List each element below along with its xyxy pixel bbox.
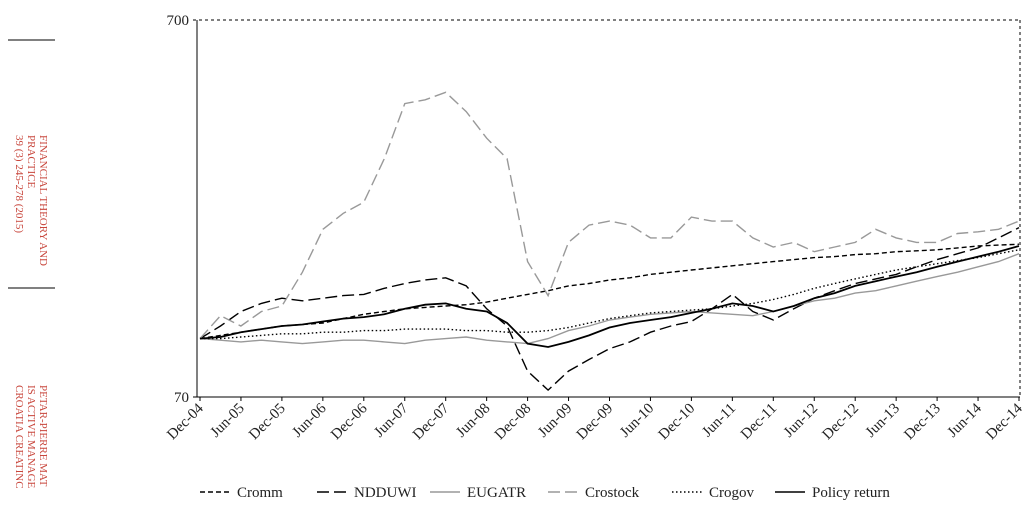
- y-tick-label: 700: [167, 13, 190, 29]
- legend-label: NDDUWI: [354, 485, 416, 501]
- x-tick-label: Dec-07: [410, 400, 453, 443]
- x-tick-label: Jun-06: [289, 400, 330, 441]
- legend-label: Policy return: [812, 485, 890, 501]
- x-tick-label: Dec-08: [492, 401, 535, 444]
- x-tick-group: Jun-05: [208, 401, 248, 441]
- x-tick-label: Jun-13: [863, 401, 903, 441]
- x-tick-label: Dec-11: [738, 401, 780, 443]
- line-series: [199, 226, 1020, 392]
- legend-label: Cromm: [237, 485, 283, 501]
- x-tick-group: Dec-09: [574, 401, 617, 444]
- margin-text: FINANCIAL THEORY AND: [37, 135, 49, 266]
- margin-text: PRACTICE: [25, 135, 37, 188]
- margin-text: CROATIA CREATINC: [13, 385, 25, 489]
- line-series: [200, 249, 1020, 340]
- legend-label: EUGATR: [467, 485, 526, 501]
- x-tick-group: Jun-14: [945, 400, 986, 441]
- x-tick-group: Jun-08: [453, 401, 493, 441]
- line-series: [199, 243, 1020, 340]
- x-tick-label: Jun-08: [453, 401, 493, 441]
- x-tick-group: Dec-06: [328, 400, 371, 443]
- y-tick-label: 70: [174, 390, 189, 406]
- x-tick-label: Jun-10: [617, 401, 657, 441]
- x-tick-label: Dec-06: [328, 400, 371, 443]
- x-tick-group: Jun-09: [535, 401, 575, 441]
- x-tick-label: Dec-13: [901, 401, 944, 444]
- x-tick-group: Jun-11: [699, 401, 739, 441]
- margin-text: IS ACTIVE MANAGE: [25, 385, 37, 489]
- x-tick-label: Dec-05: [246, 401, 289, 444]
- line-series: [199, 245, 1020, 348]
- line-series: [199, 91, 1020, 340]
- x-tick-label: Jun-05: [208, 401, 248, 441]
- x-tick-group: Jun-12: [781, 401, 821, 441]
- x-tick-group: Dec-10: [656, 401, 699, 444]
- x-tick-group: Dec-14: [983, 400, 1025, 443]
- x-tick-group: Jun-13: [863, 401, 903, 441]
- x-tick-group: Jun-07: [371, 400, 412, 441]
- x-tick-label: Jun-09: [535, 401, 575, 441]
- x-tick-group: Dec-08: [492, 401, 535, 444]
- x-tick-label: Dec-14: [983, 400, 1025, 443]
- x-tick-label: Dec-12: [819, 401, 862, 444]
- x-tick-group: Dec-11: [738, 401, 780, 443]
- x-tick-label: Jun-11: [699, 401, 739, 441]
- x-tick-label: Dec-04: [164, 400, 207, 443]
- x-tick-label: Dec-10: [656, 401, 699, 444]
- x-tick-group: Jun-06: [289, 400, 330, 441]
- x-tick-label: Dec-09: [574, 401, 617, 444]
- x-tick-group: Dec-07: [410, 400, 453, 443]
- legend-label: Crogov: [709, 485, 755, 501]
- x-tick-group: Dec-13: [901, 401, 944, 444]
- x-tick-group: Dec-04: [164, 400, 207, 443]
- x-tick-group: Dec-05: [246, 401, 289, 444]
- margin-text: 39 (3) 245-278 (2015): [13, 135, 25, 233]
- x-tick-label: Jun-07: [371, 400, 412, 441]
- legend-label: Crostock: [585, 485, 640, 501]
- margin-text: PETAR-PIERRE MAT: [37, 385, 49, 487]
- line-series: [199, 253, 1020, 345]
- x-tick-group: Dec-12: [819, 401, 862, 444]
- x-tick-group: Jun-10: [617, 401, 657, 441]
- x-tick-label: Jun-14: [945, 400, 986, 441]
- x-tick-label: Jun-12: [781, 401, 821, 441]
